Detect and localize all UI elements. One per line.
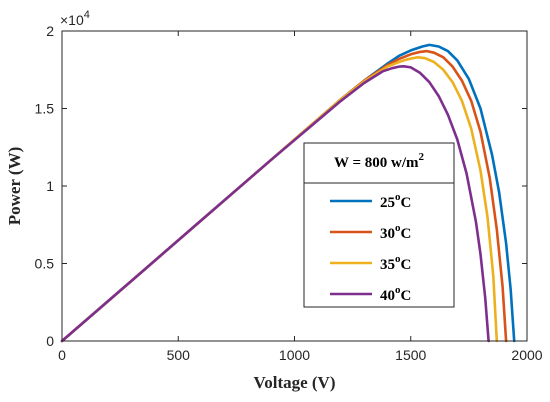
y-tick-label: 0 bbox=[46, 333, 54, 349]
ticks-layer: 0 500 1000 1500 2000 0 0.5 1 1.5 2 bbox=[35, 23, 543, 363]
y-tick-label: 1 bbox=[46, 178, 54, 194]
legend-label-30c: 30oC bbox=[380, 222, 411, 242]
series-line-40c bbox=[60, 65, 490, 343]
x-tick-label: 2000 bbox=[511, 347, 542, 363]
x-tick-label: 1500 bbox=[395, 347, 426, 363]
y-multiplier-label: ×104 bbox=[60, 9, 90, 28]
y-tick-label: 1.5 bbox=[35, 101, 55, 117]
axes-box bbox=[61, 30, 528, 342]
x-tick-label: 500 bbox=[167, 347, 191, 363]
legend: W = 800 w/m2 25oC 30oC 35oC 40oC bbox=[303, 142, 455, 308]
y-axis-label: Power (W) bbox=[5, 147, 24, 226]
legend-label-35c: 35oC bbox=[380, 253, 411, 273]
y-multiplier-exponent: 4 bbox=[84, 9, 90, 21]
legend-label-40c: 40oC bbox=[380, 284, 411, 304]
y-tick-label: 2 bbox=[46, 23, 54, 39]
legend-items: 25oC 30oC 35oC 40oC bbox=[330, 191, 411, 304]
series-layer bbox=[60, 43, 516, 343]
legend-title-main: W = 800 w/m bbox=[334, 155, 419, 171]
x-tick-label: 0 bbox=[58, 347, 66, 363]
x-tick-label: 1000 bbox=[279, 347, 310, 363]
legend-label-25c: 25oC bbox=[380, 191, 411, 211]
legend-title-superscript: 2 bbox=[419, 151, 425, 163]
legend-box bbox=[303, 142, 455, 308]
x-axis-label: Voltage (V) bbox=[254, 373, 336, 392]
y-multiplier-base: ×10 bbox=[60, 12, 84, 28]
y-tick-label: 0.5 bbox=[35, 256, 55, 272]
legend-title: W = 800 w/m2 bbox=[334, 151, 425, 171]
